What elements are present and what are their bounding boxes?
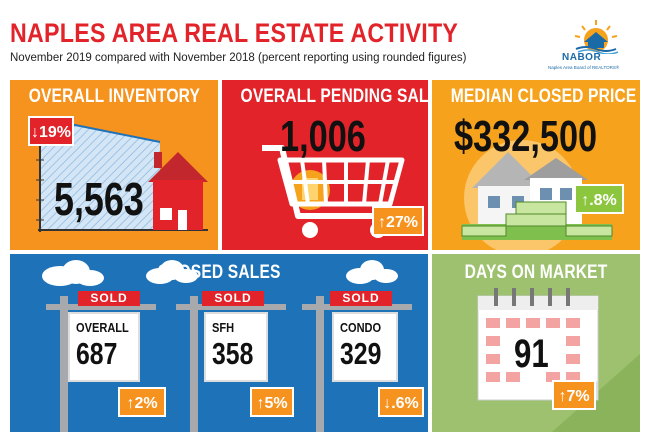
overall-change-badge: ↑2% — [118, 387, 166, 417]
sign-board-sfh: SFH 358 — [204, 312, 268, 382]
inventory-chart-house-icon — [36, 116, 208, 232]
inventory-value: 5,563 — [54, 173, 144, 225]
logo-name: NABOR — [562, 52, 602, 63]
dom-title: DAYS ON MARKET — [464, 262, 608, 283]
sunrise-house-icon — [574, 20, 619, 55]
sold-label: SOLD — [202, 291, 264, 306]
inventory-title: OVERALL INVENTORY — [28, 86, 201, 107]
sign-value: 329 — [340, 336, 382, 371]
clouds-icon — [42, 260, 398, 286]
sign-board-condo: CONDO 329 — [332, 312, 398, 382]
sign-arm — [302, 304, 412, 310]
sign-label: OVERALL — [76, 320, 129, 335]
sign-arm — [46, 304, 156, 310]
page-subtitle: November 2019 compared with November 201… — [10, 52, 467, 64]
sold-label: SOLD — [78, 291, 140, 306]
sign-post — [60, 296, 68, 432]
median-panel: MEDIAN CLOSED PRICE $332,500 ↑.8% — [432, 80, 640, 250]
inventory-change-badge: ↓19% — [28, 116, 74, 146]
house-money-icon — [461, 140, 613, 250]
median-value: $332,500 — [454, 112, 598, 161]
median-change-badge: ↑.8% — [574, 184, 624, 214]
inventory-panel: OVERALL INVENTORY ↓19% 5,563 — [10, 80, 218, 250]
sold-label: SOLD — [330, 291, 392, 306]
pending-panel: OVERALL PENDING SALES 1,006 ↑27% — [222, 80, 428, 250]
sign-value: 687 — [76, 336, 118, 371]
pending-value: 1,006 — [280, 112, 366, 161]
calendar-icon — [477, 288, 640, 432]
sign-arm — [176, 304, 286, 310]
pending-title: OVERALL PENDING SALES — [240, 86, 428, 107]
logo-tagline: Naples Area Board of REALTORS® — [548, 65, 620, 70]
pending-change-badge: ↑27% — [372, 206, 424, 236]
sign-post — [190, 296, 198, 432]
page-title: NAPLES AREA REAL ESTATE ACTIVITY — [10, 18, 459, 48]
closed-sales-panel: CLOSED SALES SOLD OVERALL 687 ↑2% SOLD S… — [10, 254, 428, 432]
sign-label: CONDO — [340, 320, 382, 335]
sfh-change-badge: ↑5% — [250, 387, 294, 417]
sign-board-overall: OVERALL 687 — [68, 312, 140, 382]
dom-change-badge: ↑7% — [552, 380, 596, 410]
sign-post — [316, 296, 324, 432]
median-title: MEDIAN CLOSED PRICE — [450, 86, 637, 107]
sign-value: 358 — [212, 336, 254, 371]
sign-label: SFH — [212, 320, 235, 335]
days-on-market-panel: DAYS ON MARKET 91 ↑7% — [432, 254, 640, 432]
condo-change-badge: ↓.6% — [378, 387, 424, 417]
dom-value: 91 — [514, 332, 549, 376]
nabor-logo: NABOR Naples Area Board of REALTORS® — [548, 18, 643, 80]
